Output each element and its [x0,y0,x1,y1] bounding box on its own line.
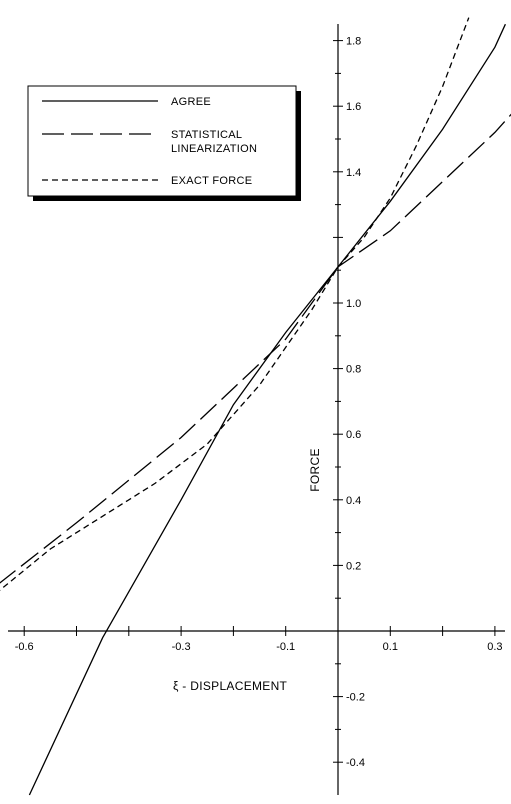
x-tick-label: -0.6 [15,641,34,653]
legend-box [27,85,297,197]
y-tick-label: 1.6 [346,101,361,113]
series-line-agree [28,23,506,796]
y-tick-label: 1.0 [346,298,361,310]
y-tick-label: 1.8 [346,36,361,48]
series-lines [0,17,511,796]
legend-label-agree: AGREE [171,96,211,108]
y-tick-label: -0.2 [346,692,365,704]
y-tick-label: 1.4 [346,167,361,179]
y-tick-label: 0.4 [346,495,361,507]
series-line-statistical-linearization [0,113,511,584]
legend: AGREE STATISTICAL LINEARIZATION EXACT FOR… [27,85,301,201]
y-tick-label: -0.4 [346,757,365,769]
y-axis-label: FORCE [308,448,322,492]
x-axis-label: ξ - DISPLACEMENT [173,679,288,693]
labels: ξ - DISPLACEMENT FORCE [173,448,322,693]
legend-label-statistical-linearization: STATISTICAL LINEARIZATION [171,129,257,155]
y-tick-label: 0.8 [346,364,361,376]
x-tick-label: 0.3 [487,641,502,653]
y-tick-label: 0.2 [346,560,361,572]
x-tick-label: -0.1 [276,641,295,653]
x-tick-label: 0.1 [383,641,398,653]
axes: -0.9-0.6-0.3-0.10.10.30.51.81.61.41.00.8… [8,24,505,795]
legend-label-exact-force: EXACT FORCE [171,175,252,187]
y-tick-label: 0.6 [346,429,361,441]
x-tick-label: -0.3 [172,641,191,653]
